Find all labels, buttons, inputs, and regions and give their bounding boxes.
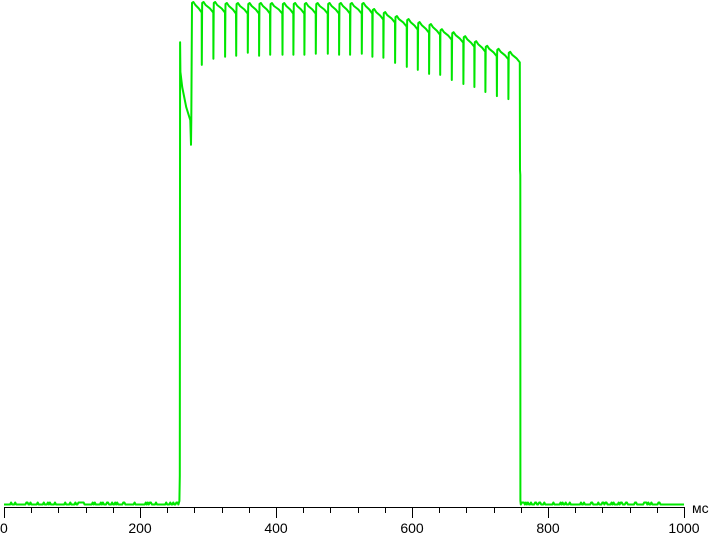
x-tick-label: 600	[400, 520, 424, 535]
x-axis	[4, 507, 685, 518]
trace-line	[4, 1, 684, 506]
x-tick-label: 0	[0, 520, 8, 535]
trace	[4, 1, 684, 506]
x-tick-label: 1000	[668, 520, 699, 535]
x-tick-label: 200	[128, 520, 152, 535]
x-axis-unit: мс	[692, 500, 709, 516]
x-tick-label: 400	[264, 520, 288, 535]
x-axis-labels: 0 200 400 600 800 1000	[0, 520, 700, 535]
x-tick-label: 800	[536, 520, 560, 535]
